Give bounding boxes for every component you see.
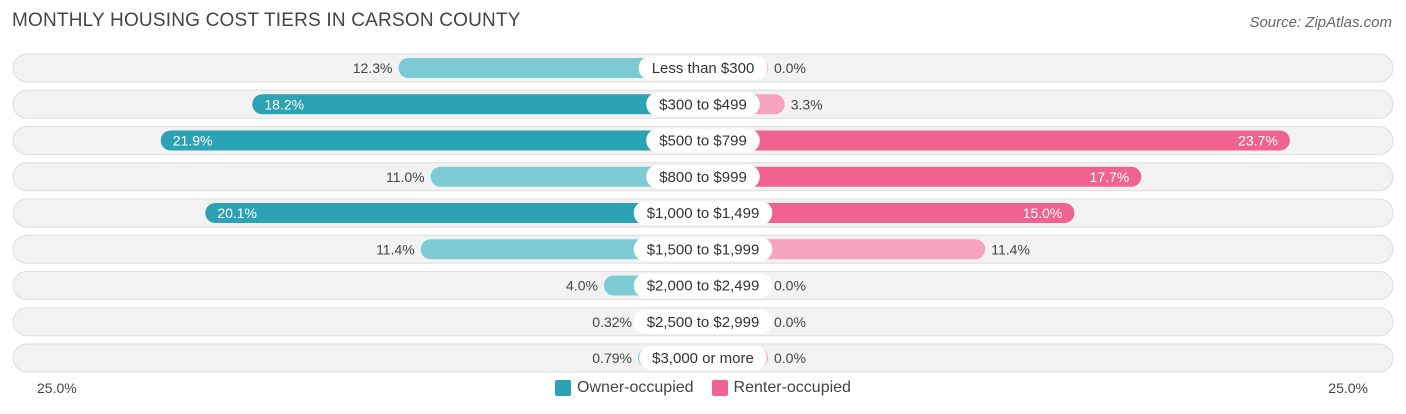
owner-bar [252,94,704,115]
legend: Owner-occupied Renter-occupied [0,379,1406,397]
category-label: $500 to $799 [659,133,747,150]
renter-value-label: 11.4% [991,241,1030,257]
category-pill [633,309,773,334]
category-pill [638,56,768,80]
legend-label-owner: Owner-occupied [577,379,694,396]
legend-item-renter[interactable]: Renter-occupied [711,379,851,397]
category-pill [633,273,773,298]
category-label: $800 to $999 [659,169,747,186]
category-label: $300 to $499 [659,96,747,113]
renter-value-label: 0.0% [774,350,806,366]
category-pill [633,201,773,225]
legend-item-owner[interactable]: Owner-occupied [555,379,694,397]
renter-value-label: 3.3% [791,96,823,112]
renter-value-label: 15.0% [1023,205,1063,221]
category-pill [646,128,760,153]
renter-swatch-icon [711,380,728,396]
owner-bar [420,239,703,260]
renter-value-label: 17.7% [1090,169,1130,185]
renter-bar [703,130,1290,151]
owner-value-label: 11.4% [376,241,415,257]
category-label: $2,000 to $2,499 [647,278,760,295]
chart-title: MONTHLY HOUSING COST TIERS IN CARSON COU… [12,10,521,31]
renter-value-label: 0.0% [774,278,806,294]
chart-source: Source: ZipAtlas.com [1249,14,1392,31]
category-pill [646,92,760,117]
category-pill [646,164,760,189]
category-label: $3,000 or more [652,350,754,367]
owner-swatch-icon [555,380,572,396]
renter-value-label: 0.0% [774,60,806,76]
category-pill [639,346,767,370]
owner-value-label: 21.9% [173,133,213,149]
renter-value-label: 23.7% [1238,133,1278,149]
owner-value-label: 18.2% [264,96,304,112]
owner-bar [160,130,704,151]
renter-bar [703,239,986,260]
category-label: $1,000 to $1,499 [647,205,760,222]
owner-bar [205,203,703,223]
renter-bar [703,166,1142,187]
owner-value-label: 20.1% [217,205,257,221]
axis-left-label: 25.0% [37,380,77,396]
owner-value-label: 0.79% [592,350,632,366]
owner-value-label: 4.0% [566,278,598,294]
category-pill [633,237,773,262]
renter-bar [703,203,1075,223]
owner-bar [398,58,703,78]
legend-label-renter: Renter-occupied [733,379,851,396]
owner-value-label: 0.32% [592,314,632,330]
owner-value-label: 11.0% [386,169,425,185]
category-label: $1,500 to $1,999 [647,241,760,258]
owner-bar [430,166,703,187]
axis-right-label: 25.0% [1328,380,1368,396]
renter-value-label: 0.0% [774,314,806,330]
owner-value-label: 12.3% [353,60,393,76]
category-label: Less than $300 [652,60,755,77]
category-label: $2,500 to $2,999 [647,314,760,331]
